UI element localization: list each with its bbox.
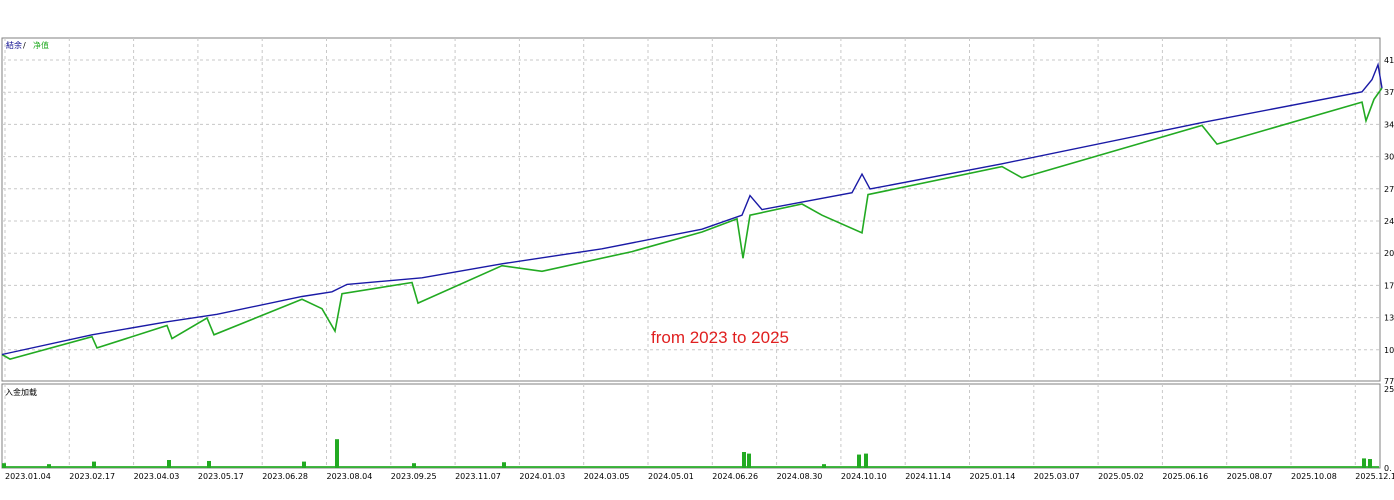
sub-chart-panel: 入金加载 25 0. bbox=[1, 383, 1394, 473]
main-y-tick-label: 24 bbox=[1384, 217, 1394, 226]
main-y-tick-label: 10 bbox=[1384, 346, 1394, 355]
deposit-load-bar bbox=[335, 439, 339, 468]
deposit-load-bar bbox=[864, 453, 868, 468]
x-tick-label: 2023.06.28 bbox=[262, 472, 308, 481]
deposit-load-bar bbox=[167, 460, 171, 468]
deposit-load-bar bbox=[857, 454, 861, 468]
x-tick-label: 2023.11.07 bbox=[455, 472, 501, 481]
chart-annotation: from 2023 to 2025 bbox=[651, 328, 789, 347]
deposit-load-bar bbox=[502, 462, 506, 468]
legend-balance-label: 結余 bbox=[6, 40, 22, 50]
deposit-load-bar bbox=[747, 453, 751, 468]
deposit-load-bar bbox=[1362, 458, 1366, 468]
x-tick-labels: 2023.01.04 2023.02.17 2023.04.03 2023.05.17… bbox=[5, 472, 1394, 481]
x-tick-label: 2024.06.26 bbox=[712, 472, 758, 481]
main-y-tick-label: 34 bbox=[1384, 120, 1394, 129]
deposit-load-baseline bbox=[3, 466, 1379, 468]
main-y-tick-label: 27 bbox=[1384, 185, 1394, 194]
equity-series bbox=[1, 87, 1383, 360]
deposit-load-bar bbox=[207, 460, 211, 468]
main-y-tick-label: 30 bbox=[1384, 153, 1394, 162]
main-y-tick-label: 41 bbox=[1384, 56, 1394, 65]
sub-y-tick-top: 25 bbox=[1384, 385, 1394, 394]
main-y-tick-label: 37 bbox=[1384, 88, 1394, 97]
x-tick-label: 2025.12.10 bbox=[1355, 472, 1394, 481]
sub-vertical-grid bbox=[4, 384, 1356, 468]
main-y-tick-label: 13 bbox=[1384, 314, 1394, 323]
legend-equity-label: 净值 bbox=[33, 40, 49, 50]
balance-series bbox=[1, 62, 1383, 356]
deposit-load-bar bbox=[742, 452, 746, 468]
x-tick-label: 2024.11.14 bbox=[905, 472, 951, 481]
main-chart-panel: 41 37 34 30 27 24 20 17 13 10 77 結余 / 净值 from 2023… bbox=[1, 37, 1394, 386]
main-y-tick-labels: 41 37 34 30 27 24 20 17 13 10 77 bbox=[1384, 56, 1394, 386]
equity-line bbox=[1, 87, 1383, 360]
x-tick-label: 2025.06.16 bbox=[1162, 472, 1208, 481]
legend-separator: / bbox=[23, 41, 26, 50]
deposit-load-bar bbox=[2, 463, 6, 468]
main-horizontal-grid bbox=[2, 59, 1380, 351]
legend: 結余 / 净值 bbox=[6, 40, 49, 50]
x-tick-label: 2023.02.17 bbox=[69, 472, 115, 481]
x-tick-label: 2024.05.01 bbox=[648, 472, 694, 481]
x-tick-label: 2023.05.17 bbox=[198, 472, 244, 481]
x-tick-label: 2025.03.07 bbox=[1034, 472, 1080, 481]
x-tick-label: 2025.01.14 bbox=[970, 472, 1016, 481]
x-tick-label: 2023.04.03 bbox=[134, 472, 180, 481]
x-tick-label: 2025.08.07 bbox=[1227, 472, 1273, 481]
x-tick-label: 2023.01.04 bbox=[5, 472, 51, 481]
sub-plot-frame bbox=[1, 383, 1381, 469]
balance-line bbox=[1, 62, 1383, 356]
deposit-load-bar bbox=[302, 461, 306, 468]
x-tick-label: 2023.09.25 bbox=[391, 472, 437, 481]
main-plot-frame bbox=[1, 37, 1381, 382]
x-tick-label: 2024.01.03 bbox=[519, 472, 565, 481]
x-tick-label: 2025.05.02 bbox=[1098, 472, 1144, 481]
sub-chart-title: 入金加载 bbox=[5, 387, 37, 397]
deposit-load-bars bbox=[2, 439, 1379, 468]
x-tick-label: 2024.03.05 bbox=[584, 472, 630, 481]
deposit-load-bar bbox=[1368, 459, 1372, 468]
x-tick-label: 2024.08.30 bbox=[777, 472, 823, 481]
deposit-load-bar bbox=[412, 463, 416, 468]
main-y-tick-label: 20 bbox=[1384, 249, 1394, 258]
x-tick-label: 2024.10.10 bbox=[841, 472, 887, 481]
x-tick-label: 2025.10.08 bbox=[1291, 472, 1337, 481]
main-y-tick-label: 77 bbox=[1384, 377, 1394, 386]
deposit-load-bar bbox=[92, 461, 96, 468]
sub-y-tick-bottom: 0. bbox=[1384, 464, 1392, 473]
x-tick-label: 2023.08.04 bbox=[327, 472, 373, 481]
main-y-tick-label: 17 bbox=[1384, 281, 1394, 290]
